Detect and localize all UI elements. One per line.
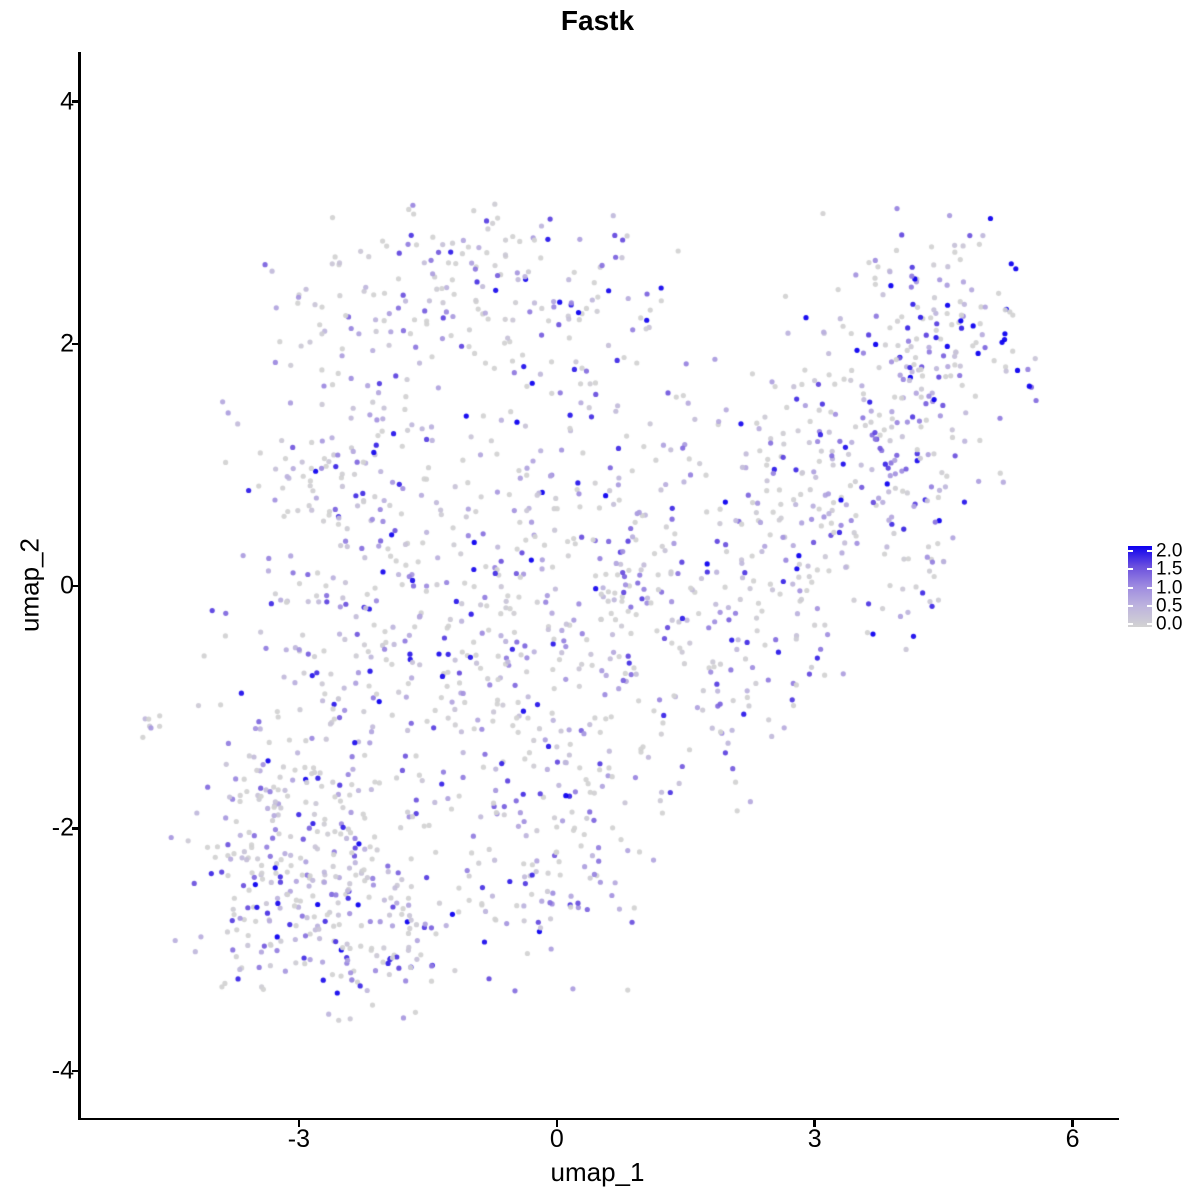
colorbar-tick-mark [1128, 623, 1133, 625]
y-axis-line [78, 52, 81, 1120]
colorbar-tick-mark [1147, 604, 1152, 607]
colorbar-tick-mark [1128, 586, 1133, 589]
colorbar-tick-label: 1.5 [1156, 558, 1183, 580]
y-tick-mark [71, 1069, 78, 1072]
colorbar-tick-mark [1128, 604, 1133, 607]
colorbar-tick-mark [1147, 586, 1152, 589]
y-tick-mark [71, 584, 78, 588]
x-tick-label: 3 [807, 1125, 822, 1153]
x-tick-label: 6 [1065, 1125, 1080, 1153]
x-tick-mark [555, 1120, 559, 1127]
y-tick-label: -2 [51, 813, 74, 842]
colorbar-tick-mark [1128, 550, 1133, 552]
x-axis-line [78, 1117, 1119, 1120]
y-tick-label: 0 [60, 571, 74, 600]
y-tick-label: 2 [60, 329, 74, 358]
colorbar-tick-mark [1128, 568, 1133, 571]
colorbar-tick-label: 2.0 [1156, 540, 1183, 562]
x-tick-mark [1071, 1120, 1074, 1127]
colorbar-tick-mark [1147, 550, 1152, 552]
colorbar-tick-mark [1147, 623, 1152, 625]
x-tick-mark [813, 1120, 816, 1127]
y-tick-mark [71, 342, 78, 346]
colorbar-tick-label: 1.0 [1156, 577, 1183, 598]
y-tick-mark [71, 100, 78, 103]
x-tick-label: -3 [287, 1125, 311, 1153]
y-tick-label: 4 [60, 87, 74, 116]
colorbar-tick-label: 0.0 [1156, 613, 1183, 635]
colorbar-tick-mark [1147, 568, 1152, 571]
colorbar-tick-label: 0.5 [1156, 595, 1183, 617]
y-axis-title: umap_2 [14, 538, 45, 632]
x-axis-title: umap_1 [550, 1157, 645, 1187]
x-tick-mark [297, 1120, 301, 1127]
y-tick-mark [71, 827, 78, 830]
y-tick-label: -4 [51, 1056, 74, 1085]
page-title: Fastk [560, 5, 635, 36]
x-tick-label: 0 [549, 1125, 564, 1153]
